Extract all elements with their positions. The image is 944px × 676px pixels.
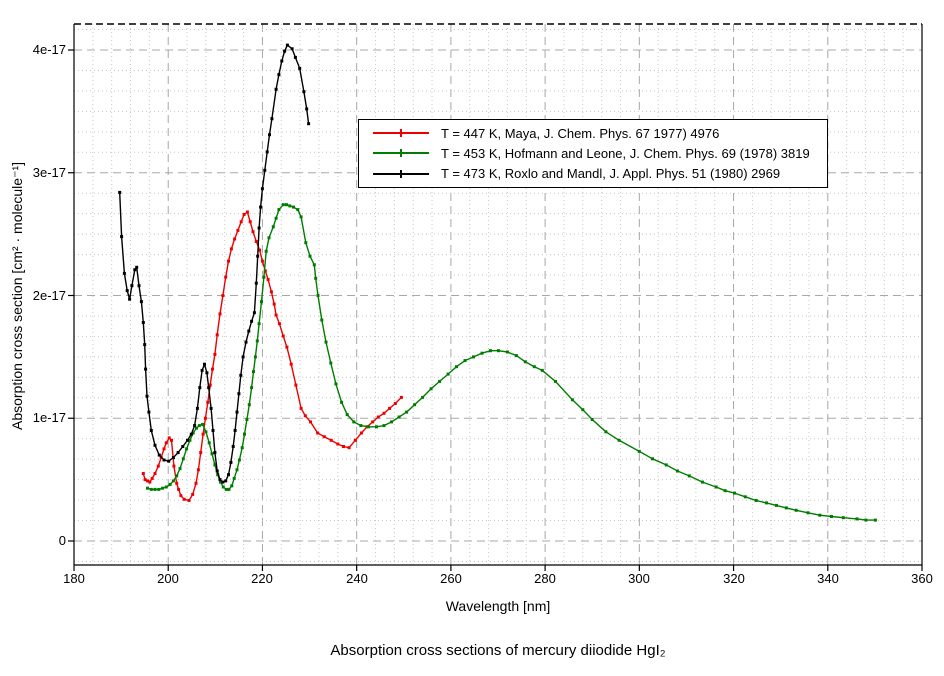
legend-line-sample (373, 167, 429, 181)
legend-entry: T = 473 K, Roxlo and Mandl, J. Appl. Phy… (359, 164, 827, 184)
legend-line-sample (373, 146, 429, 160)
x-tick-label: 200 (157, 571, 179, 586)
y-tick-label: 0 (58, 533, 66, 548)
legend-label: T = 447 K, Maya, J. Chem. Phys. 67 1977)… (441, 125, 720, 141)
legend-marker-icon (400, 149, 402, 158)
x-tick-label: 280 (534, 571, 556, 586)
x-tick-label: 340 (817, 571, 839, 586)
x-axis-title: Wavelength [nm] (445, 598, 551, 614)
legend-label: T = 473 K, Roxlo and Mandl, J. Appl. Phy… (441, 166, 781, 182)
y-tick-label: 2e-17 (32, 288, 66, 303)
y-axis-title: Absorption cross section [cm² · molecule… (9, 161, 25, 431)
figure-title: Absorption cross sections of mercury dii… (330, 642, 666, 659)
x-tick-label: 300 (628, 571, 650, 586)
legend-marker-icon (400, 129, 402, 138)
legend-entry: T = 453 K, Hofmann and Leone, J. Chem. P… (359, 143, 827, 163)
legend-box: T = 447 K, Maya, J. Chem. Phys. 67 1977)… (358, 119, 828, 188)
x-tick-label: 360 (911, 571, 933, 586)
x-tick-label: 240 (346, 571, 368, 586)
legend-line-sample (373, 126, 429, 140)
y-tick-label: 3e-17 (32, 165, 66, 180)
y-tick-label: 4e-17 (32, 42, 66, 57)
legend-marker-icon (400, 169, 402, 178)
x-tick-label: 180 (63, 571, 85, 586)
x-tick-label: 320 (723, 571, 745, 586)
legend-entry: T = 447 K, Maya, J. Chem. Phys. 67 1977)… (359, 123, 827, 143)
legend-label: T = 453 K, Hofmann and Leone, J. Chem. P… (441, 145, 810, 161)
y-tick-label: 1e-17 (32, 410, 66, 425)
x-tick-label: 260 (440, 571, 462, 586)
x-tick-label: 220 (251, 571, 273, 586)
